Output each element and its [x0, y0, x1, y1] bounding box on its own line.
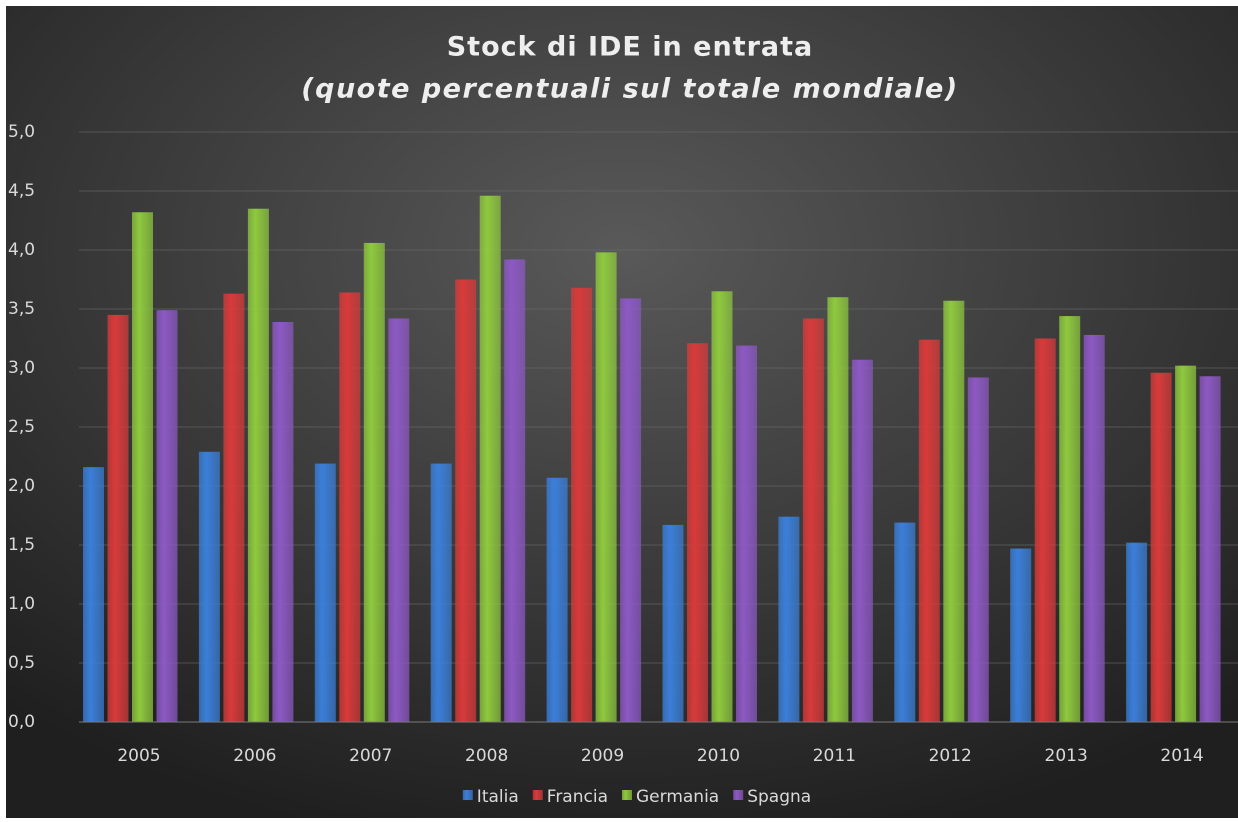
- y-tick-label: 2,0: [8, 476, 35, 496]
- bar: [1199, 376, 1221, 722]
- legend-item: Francia: [532, 787, 608, 807]
- bar: [546, 477, 568, 722]
- y-tick-label: 4,0: [8, 240, 35, 260]
- bar: [662, 524, 684, 722]
- bar: [132, 212, 153, 723]
- x-tick-label: 2011: [813, 746, 856, 766]
- bar: [687, 343, 708, 722]
- legend-swatch: [532, 790, 543, 800]
- bar: [918, 339, 940, 722]
- x-tick-label: 2007: [349, 746, 392, 766]
- bar: [943, 300, 965, 722]
- y-tick-label: 1,5: [8, 535, 35, 555]
- legend-swatch: [621, 790, 632, 800]
- bar: [967, 377, 989, 722]
- bar: [455, 279, 477, 722]
- bar: [272, 321, 294, 722]
- bar: [479, 195, 501, 723]
- bar: [107, 314, 129, 722]
- legend-item: Spagna: [733, 787, 811, 807]
- bar: [1059, 316, 1081, 722]
- legend-label: Italia: [477, 787, 519, 807]
- legend-label: Francia: [547, 787, 608, 807]
- legend: Italia Francia Germania Spagna: [462, 787, 811, 807]
- bar: [1083, 334, 1105, 722]
- bar: [504, 259, 526, 722]
- chart-subtitle: (quote percentuali sul totale mondiale): [301, 74, 958, 105]
- y-tick-label: 2,5: [8, 417, 35, 437]
- y-tick-label: 4,5: [8, 181, 35, 201]
- bar: [339, 292, 361, 722]
- bar: [620, 298, 642, 722]
- x-tick-label: 2009: [581, 746, 624, 766]
- bar: [388, 318, 410, 722]
- legend-item: Germania: [621, 787, 719, 807]
- bar: [430, 463, 452, 722]
- legend-label: Germania: [636, 787, 719, 807]
- x-tick-label: 2014: [1160, 746, 1203, 766]
- bar: [827, 297, 849, 722]
- y-tick-label: 0,5: [8, 653, 35, 673]
- x-tick-label: 2008: [465, 746, 508, 766]
- y-tick-label: 5,0: [8, 122, 35, 142]
- y-tick-label: 0,0: [8, 712, 35, 732]
- legend-swatch: [733, 790, 744, 800]
- chart-title: Stock di IDE in entrata: [447, 32, 814, 63]
- y-tick-label: 3,0: [8, 358, 35, 378]
- bar: [83, 467, 104, 722]
- bar: [314, 463, 336, 722]
- legend-swatch: [462, 790, 473, 800]
- bar: [363, 242, 385, 723]
- legend-label: Spagna: [747, 787, 811, 807]
- bar: [223, 293, 245, 722]
- bar: [595, 252, 617, 723]
- bar: [802, 318, 824, 722]
- bar: [1126, 542, 1148, 722]
- bar: [1010, 548, 1032, 722]
- bar: [711, 291, 733, 722]
- bar: [1034, 338, 1056, 722]
- bar: [1175, 365, 1197, 722]
- bar: [894, 522, 916, 722]
- x-tick-label: 2010: [697, 746, 740, 766]
- x-tick-label: 2006: [233, 746, 276, 766]
- bar: [247, 208, 269, 722]
- bar: [198, 451, 220, 722]
- x-tick-label: 2012: [929, 746, 972, 766]
- bar: [778, 516, 800, 722]
- y-tick-label: 1,0: [8, 594, 35, 614]
- bar: [851, 359, 873, 722]
- x-tick-label: 2013: [1045, 746, 1088, 766]
- bar: [1150, 372, 1172, 722]
- x-tick-label: 2005: [117, 746, 160, 766]
- bar: [736, 345, 757, 722]
- bar: [156, 310, 178, 722]
- y-tick-label: 3,5: [8, 299, 35, 319]
- bar: [571, 287, 593, 722]
- legend-item: Italia: [462, 787, 519, 807]
